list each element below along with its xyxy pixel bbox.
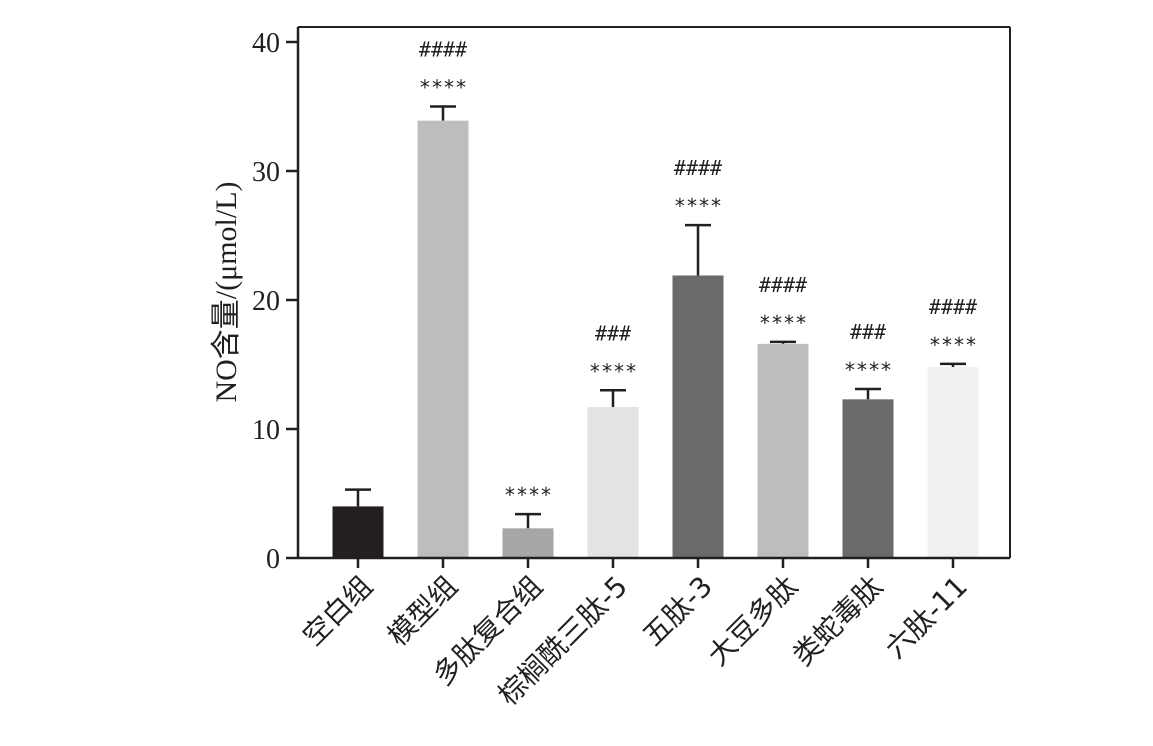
bars-layer <box>332 105 979 558</box>
category-label: 六肽-11 <box>879 570 974 665</box>
significance-stars: **** <box>759 311 807 335</box>
y-ticks: 0 10 20 30 40 <box>252 28 298 575</box>
axes-layer <box>296 26 1011 560</box>
significance-stars: **** <box>844 358 892 382</box>
significance-hashes: ### <box>850 320 886 344</box>
category-label: 空白组 <box>296 570 379 653</box>
significance-stars: **** <box>419 76 467 100</box>
significance-hashes: #### <box>759 273 807 297</box>
bar <box>502 528 554 558</box>
category-label: 类蛇毒肽 <box>786 570 889 673</box>
y-axis-label: NO含量/(μmol/L) <box>210 181 243 402</box>
bar <box>332 506 384 558</box>
bar <box>417 120 469 558</box>
category-label: 大豆多肽 <box>701 570 804 673</box>
significance-stars: **** <box>929 333 977 357</box>
significance-stars: **** <box>504 483 552 507</box>
y-tick-label: 0 <box>266 544 280 575</box>
significance-stars: **** <box>674 194 722 218</box>
significance-stars: **** <box>589 359 637 383</box>
y-tick-label: 20 <box>252 286 280 317</box>
bar <box>672 275 724 558</box>
y-tick-label: 30 <box>252 157 280 188</box>
bar <box>587 407 639 558</box>
y-tick-label: 10 <box>252 415 280 446</box>
category-label: 模型组 <box>381 570 464 653</box>
category-label: 五肽-3 <box>636 570 719 653</box>
significance-hashes: #### <box>674 156 722 180</box>
bar <box>927 367 979 558</box>
bar <box>842 399 894 558</box>
bar <box>757 343 809 558</box>
annotations: **** #### **** **** ### **** #### **** #### **** #… <box>419 38 977 508</box>
y-tick-label: 40 <box>252 28 280 59</box>
significance-hashes: #### <box>419 38 467 62</box>
significance-hashes: ### <box>595 321 631 345</box>
significance-hashes: #### <box>929 295 977 319</box>
